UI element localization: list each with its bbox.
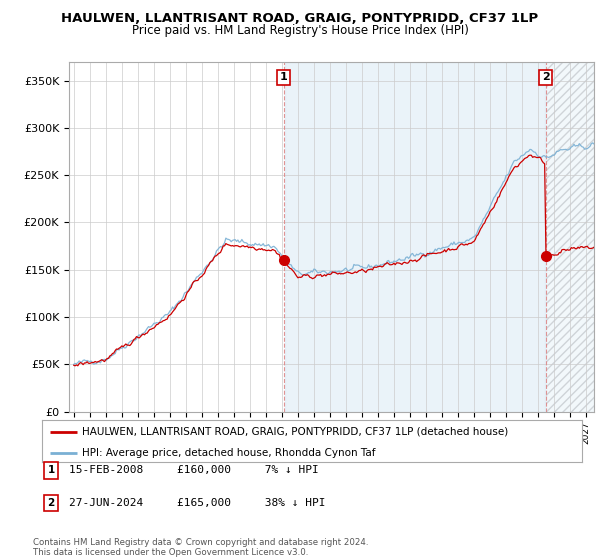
Text: 15-FEB-2008     £160,000     7% ↓ HPI: 15-FEB-2008 £160,000 7% ↓ HPI [69,465,319,475]
Text: 2: 2 [47,498,55,508]
Text: 1: 1 [280,72,287,82]
Text: 2: 2 [542,72,550,82]
Text: Price paid vs. HM Land Registry's House Price Index (HPI): Price paid vs. HM Land Registry's House … [131,24,469,36]
Text: HAULWEN, LLANTRISANT ROAD, GRAIG, PONTYPRIDD, CF37 1LP: HAULWEN, LLANTRISANT ROAD, GRAIG, PONTYP… [61,12,539,25]
Text: Contains HM Land Registry data © Crown copyright and database right 2024.
This d: Contains HM Land Registry data © Crown c… [33,538,368,557]
Text: 27-JUN-2024     £165,000     38% ↓ HPI: 27-JUN-2024 £165,000 38% ↓ HPI [69,498,325,508]
Text: HPI: Average price, detached house, Rhondda Cynon Taf: HPI: Average price, detached house, Rhon… [83,448,376,458]
Text: 1: 1 [47,465,55,475]
Text: HAULWEN, LLANTRISANT ROAD, GRAIG, PONTYPRIDD, CF37 1LP (detached house): HAULWEN, LLANTRISANT ROAD, GRAIG, PONTYP… [83,427,509,437]
